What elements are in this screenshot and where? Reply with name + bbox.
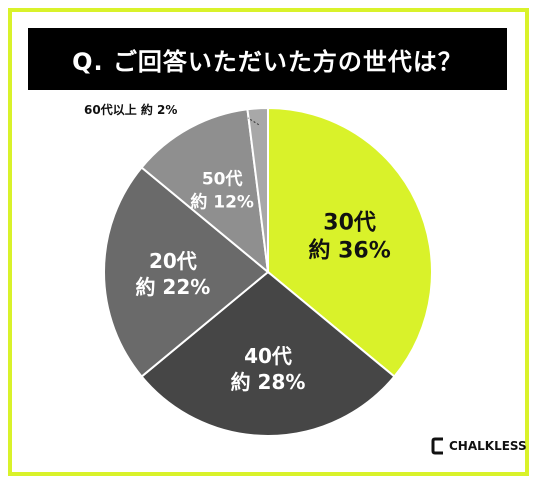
brand-name: CHALKLESS [449,439,527,453]
slice-value-0: 約 36% [308,238,390,264]
slice-value-1: 約 28% [231,370,306,394]
pie-slice-1 [140,270,396,437]
title-bar: Q. ご回答いただいた方の世代は？ [28,28,507,90]
slice-value-2: 約 22% [135,275,210,299]
slice-label-4: 60代以上 約 2% [84,102,177,117]
pie-slice-4 [246,106,269,273]
slice-label-2: 20代 [149,249,197,273]
chart-title: Q. ご回答いただいた方の世代は？ [72,47,463,76]
pie-slice-2 [103,166,270,378]
slice-label-3: 50代 [202,169,243,190]
brand-logo: CHALKLESS [431,437,527,455]
pie-slice-0 [267,106,433,378]
slice-value-3: 約 12% [190,192,254,213]
pie-slice-3 [140,108,270,275]
slice-label-0: 30代 [323,211,376,236]
brand-logo-icon [431,437,443,455]
slice-label-1: 40代 [244,344,292,368]
